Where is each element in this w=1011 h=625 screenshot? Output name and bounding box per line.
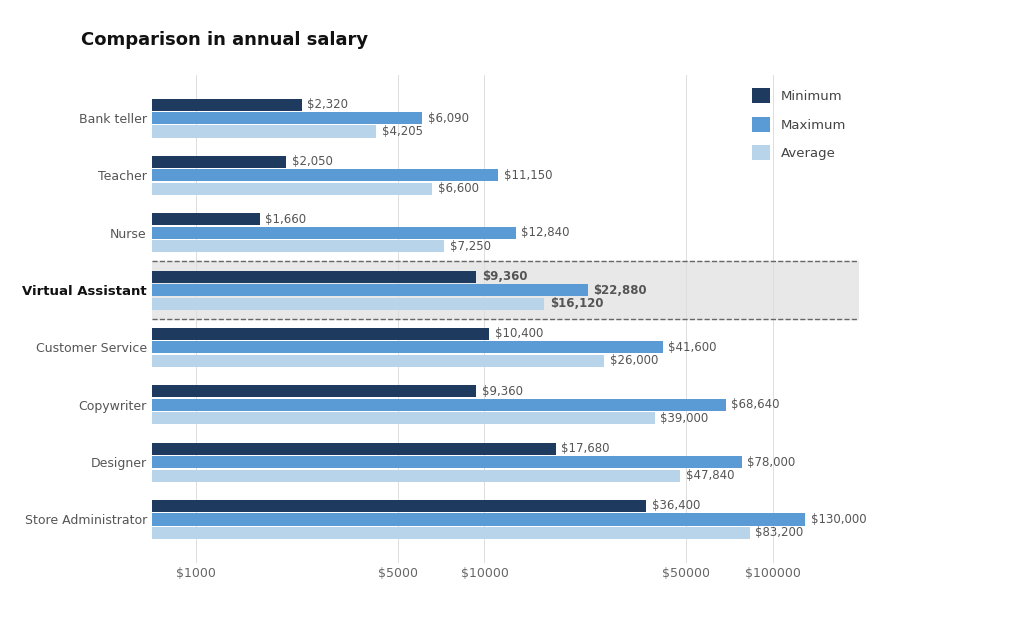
Text: $83,200: $83,200 [755,526,804,539]
Bar [0,514,806,526]
Text: $68,640: $68,640 [731,398,779,411]
Bar [0,284,588,296]
Text: $26,000: $26,000 [610,354,658,367]
Bar [0,442,556,454]
Text: $12,840: $12,840 [522,226,570,239]
Bar [0,399,726,411]
Text: $11,150: $11,150 [503,169,552,182]
Bar [0,500,646,512]
Text: $39,000: $39,000 [660,412,709,425]
Text: $4,205: $4,205 [381,125,423,138]
Text: $9,360: $9,360 [481,385,523,398]
Bar [0,298,544,309]
Bar [0,227,516,239]
Bar [0,328,489,340]
Bar [0,112,423,124]
Bar [0,240,444,252]
Legend: Minimum, Maximum, Average: Minimum, Maximum, Average [745,82,852,167]
Bar [152,261,859,319]
Bar [0,169,498,181]
Bar [0,385,476,398]
Text: $22,880: $22,880 [593,284,647,297]
Text: $78,000: $78,000 [747,456,796,469]
Text: $10,400: $10,400 [494,328,543,341]
Bar [0,213,260,225]
Text: $2,320: $2,320 [307,98,348,111]
Text: $17,680: $17,680 [561,442,610,455]
Text: $41,600: $41,600 [668,341,717,354]
Bar [0,99,301,111]
Bar [0,469,680,482]
Text: $130,000: $130,000 [811,513,866,526]
Bar [0,527,749,539]
Text: $47,840: $47,840 [685,469,734,482]
Bar [0,126,376,138]
Text: $7,250: $7,250 [450,240,490,252]
Text: $9,360: $9,360 [481,270,527,283]
Text: $6,600: $6,600 [438,182,479,196]
Bar [0,341,663,354]
Text: $2,050: $2,050 [291,156,333,168]
Bar [0,271,476,282]
Bar [0,456,741,468]
Bar [0,156,286,168]
Text: $6,090: $6,090 [428,111,469,124]
Text: $1,660: $1,660 [265,213,306,226]
Text: $36,400: $36,400 [652,499,700,512]
Bar [0,355,604,367]
Bar [0,412,655,424]
Text: Comparison in annual salary: Comparison in annual salary [81,31,368,49]
Bar [0,183,433,195]
Text: $16,120: $16,120 [550,297,604,310]
